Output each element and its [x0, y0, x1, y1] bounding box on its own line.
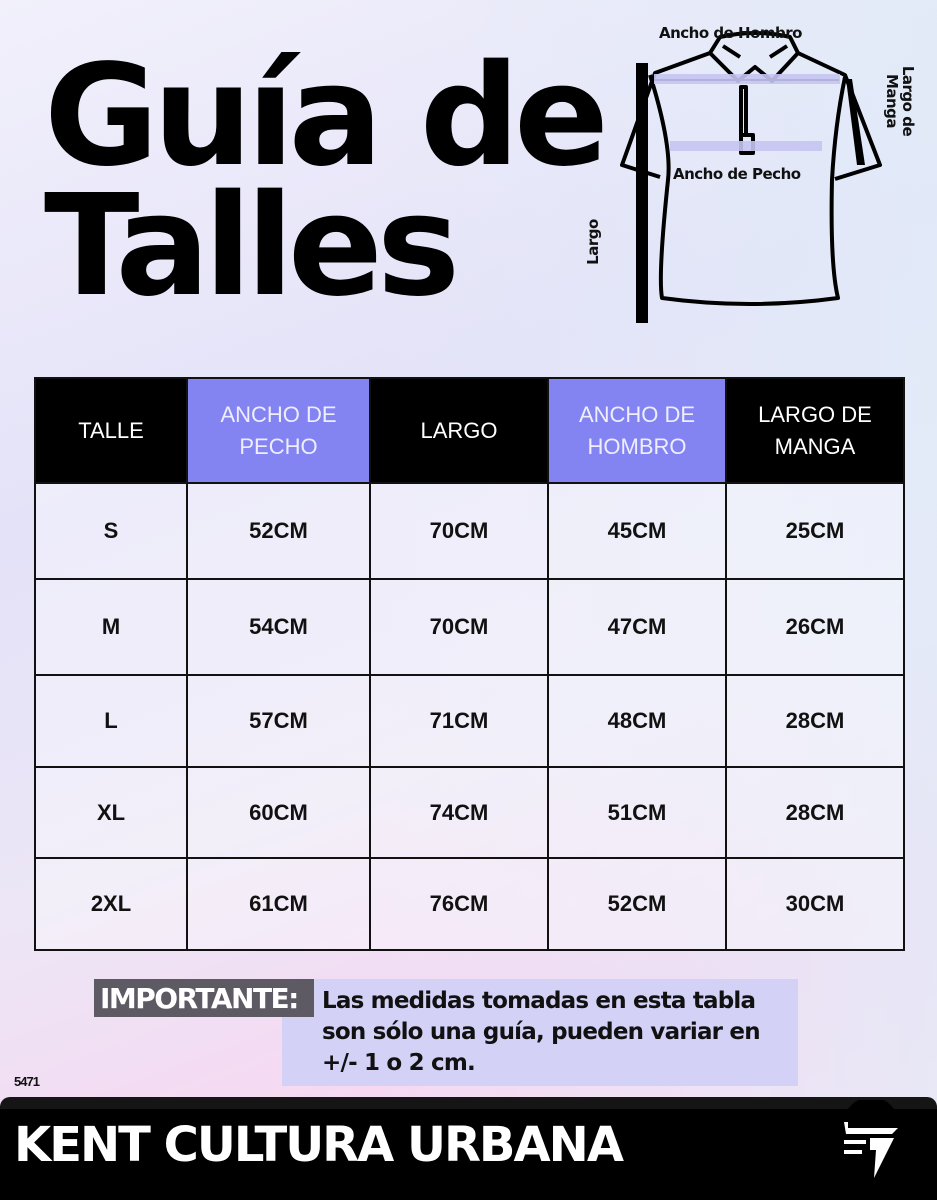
- code-text: 5471: [14, 1074, 40, 1089]
- cell-ancho-hombro: 48CM: [547, 674, 727, 768]
- header-talle: TALLE: [34, 377, 188, 484]
- cell-largo: 70CM: [369, 482, 549, 580]
- sleeve-length-label: Largo de Manga: [883, 65, 917, 137]
- cell-talle: S: [34, 482, 188, 580]
- cell-talle: XL: [34, 766, 188, 859]
- cell-largo: 74CM: [369, 766, 549, 859]
- cell-largo: 76CM: [369, 857, 549, 951]
- header-ancho-pecho: ANCHO DE PECHO: [186, 377, 371, 484]
- kent-logo-icon: [836, 1097, 906, 1180]
- cell-largo: 70CM: [369, 578, 549, 676]
- polo-shirt-icon: [620, 31, 882, 323]
- shoulder-width-label: Ancho de Hombro: [659, 24, 802, 42]
- cell-talle: 2XL: [34, 857, 188, 951]
- cell-largo-manga: 28CM: [725, 674, 905, 768]
- title-line-1: Guía de: [44, 35, 609, 198]
- cell-largo: 71CM: [369, 674, 549, 768]
- table-header-row: TALLE ANCHO DE PECHO LARGO ANCHO DE HOMB…: [34, 377, 905, 484]
- table-row: 2XL 61CM 76CM 52CM 30CM: [34, 857, 905, 951]
- cell-ancho-hombro: 52CM: [547, 857, 727, 951]
- cell-ancho-pecho: 57CM: [186, 674, 371, 768]
- cell-ancho-hombro: 47CM: [547, 578, 727, 676]
- cell-largo-manga: 26CM: [725, 578, 905, 676]
- size-table: TALLE ANCHO DE PECHO LARGO ANCHO DE HOMB…: [34, 377, 905, 951]
- cell-largo-manga: 28CM: [725, 766, 905, 859]
- length-label: Largo: [583, 219, 602, 265]
- footer-bar: [0, 1097, 937, 1200]
- cell-ancho-hombro: 45CM: [547, 482, 727, 580]
- cell-largo-manga: 30CM: [725, 857, 905, 951]
- note-text: Las medidas tomadas en esta tabla son só…: [322, 988, 761, 1076]
- header-ancho-hombro: ANCHO DE HOMBRO: [547, 377, 727, 484]
- table-row: XL 60CM 74CM 51CM 28CM: [34, 766, 905, 859]
- cell-ancho-pecho: 52CM: [186, 482, 371, 580]
- cell-ancho-pecho: 61CM: [186, 857, 371, 951]
- header-largo-manga: LARGO DE MANGA: [725, 377, 905, 484]
- table-row: L 57CM 71CM 48CM 28CM: [34, 674, 905, 768]
- shirt-diagram: Ancho de Hombro Ancho de Pecho Largo Lar…: [580, 15, 937, 335]
- note-box: [282, 979, 798, 1086]
- cell-largo-manga: 25CM: [725, 482, 905, 580]
- cell-ancho-hombro: 51CM: [547, 766, 727, 859]
- table-row: S 52CM 70CM 45CM 25CM: [34, 482, 905, 580]
- page-title: Guía de Talles: [44, 35, 609, 328]
- cell-ancho-pecho: 54CM: [186, 578, 371, 676]
- header-largo: LARGO: [369, 377, 549, 484]
- important-label: IMPORTANTE:: [94, 979, 314, 1017]
- cell-talle: L: [34, 674, 188, 768]
- cell-talle: M: [34, 578, 188, 676]
- brand-name: KENT CULTURA URBANA: [14, 1117, 624, 1173]
- chest-width-label: Ancho de Pecho: [673, 165, 801, 183]
- table-row: M 54CM 70CM 47CM 26CM: [34, 578, 905, 676]
- title-line-2: Talles: [44, 165, 460, 328]
- cell-ancho-pecho: 60CM: [186, 766, 371, 859]
